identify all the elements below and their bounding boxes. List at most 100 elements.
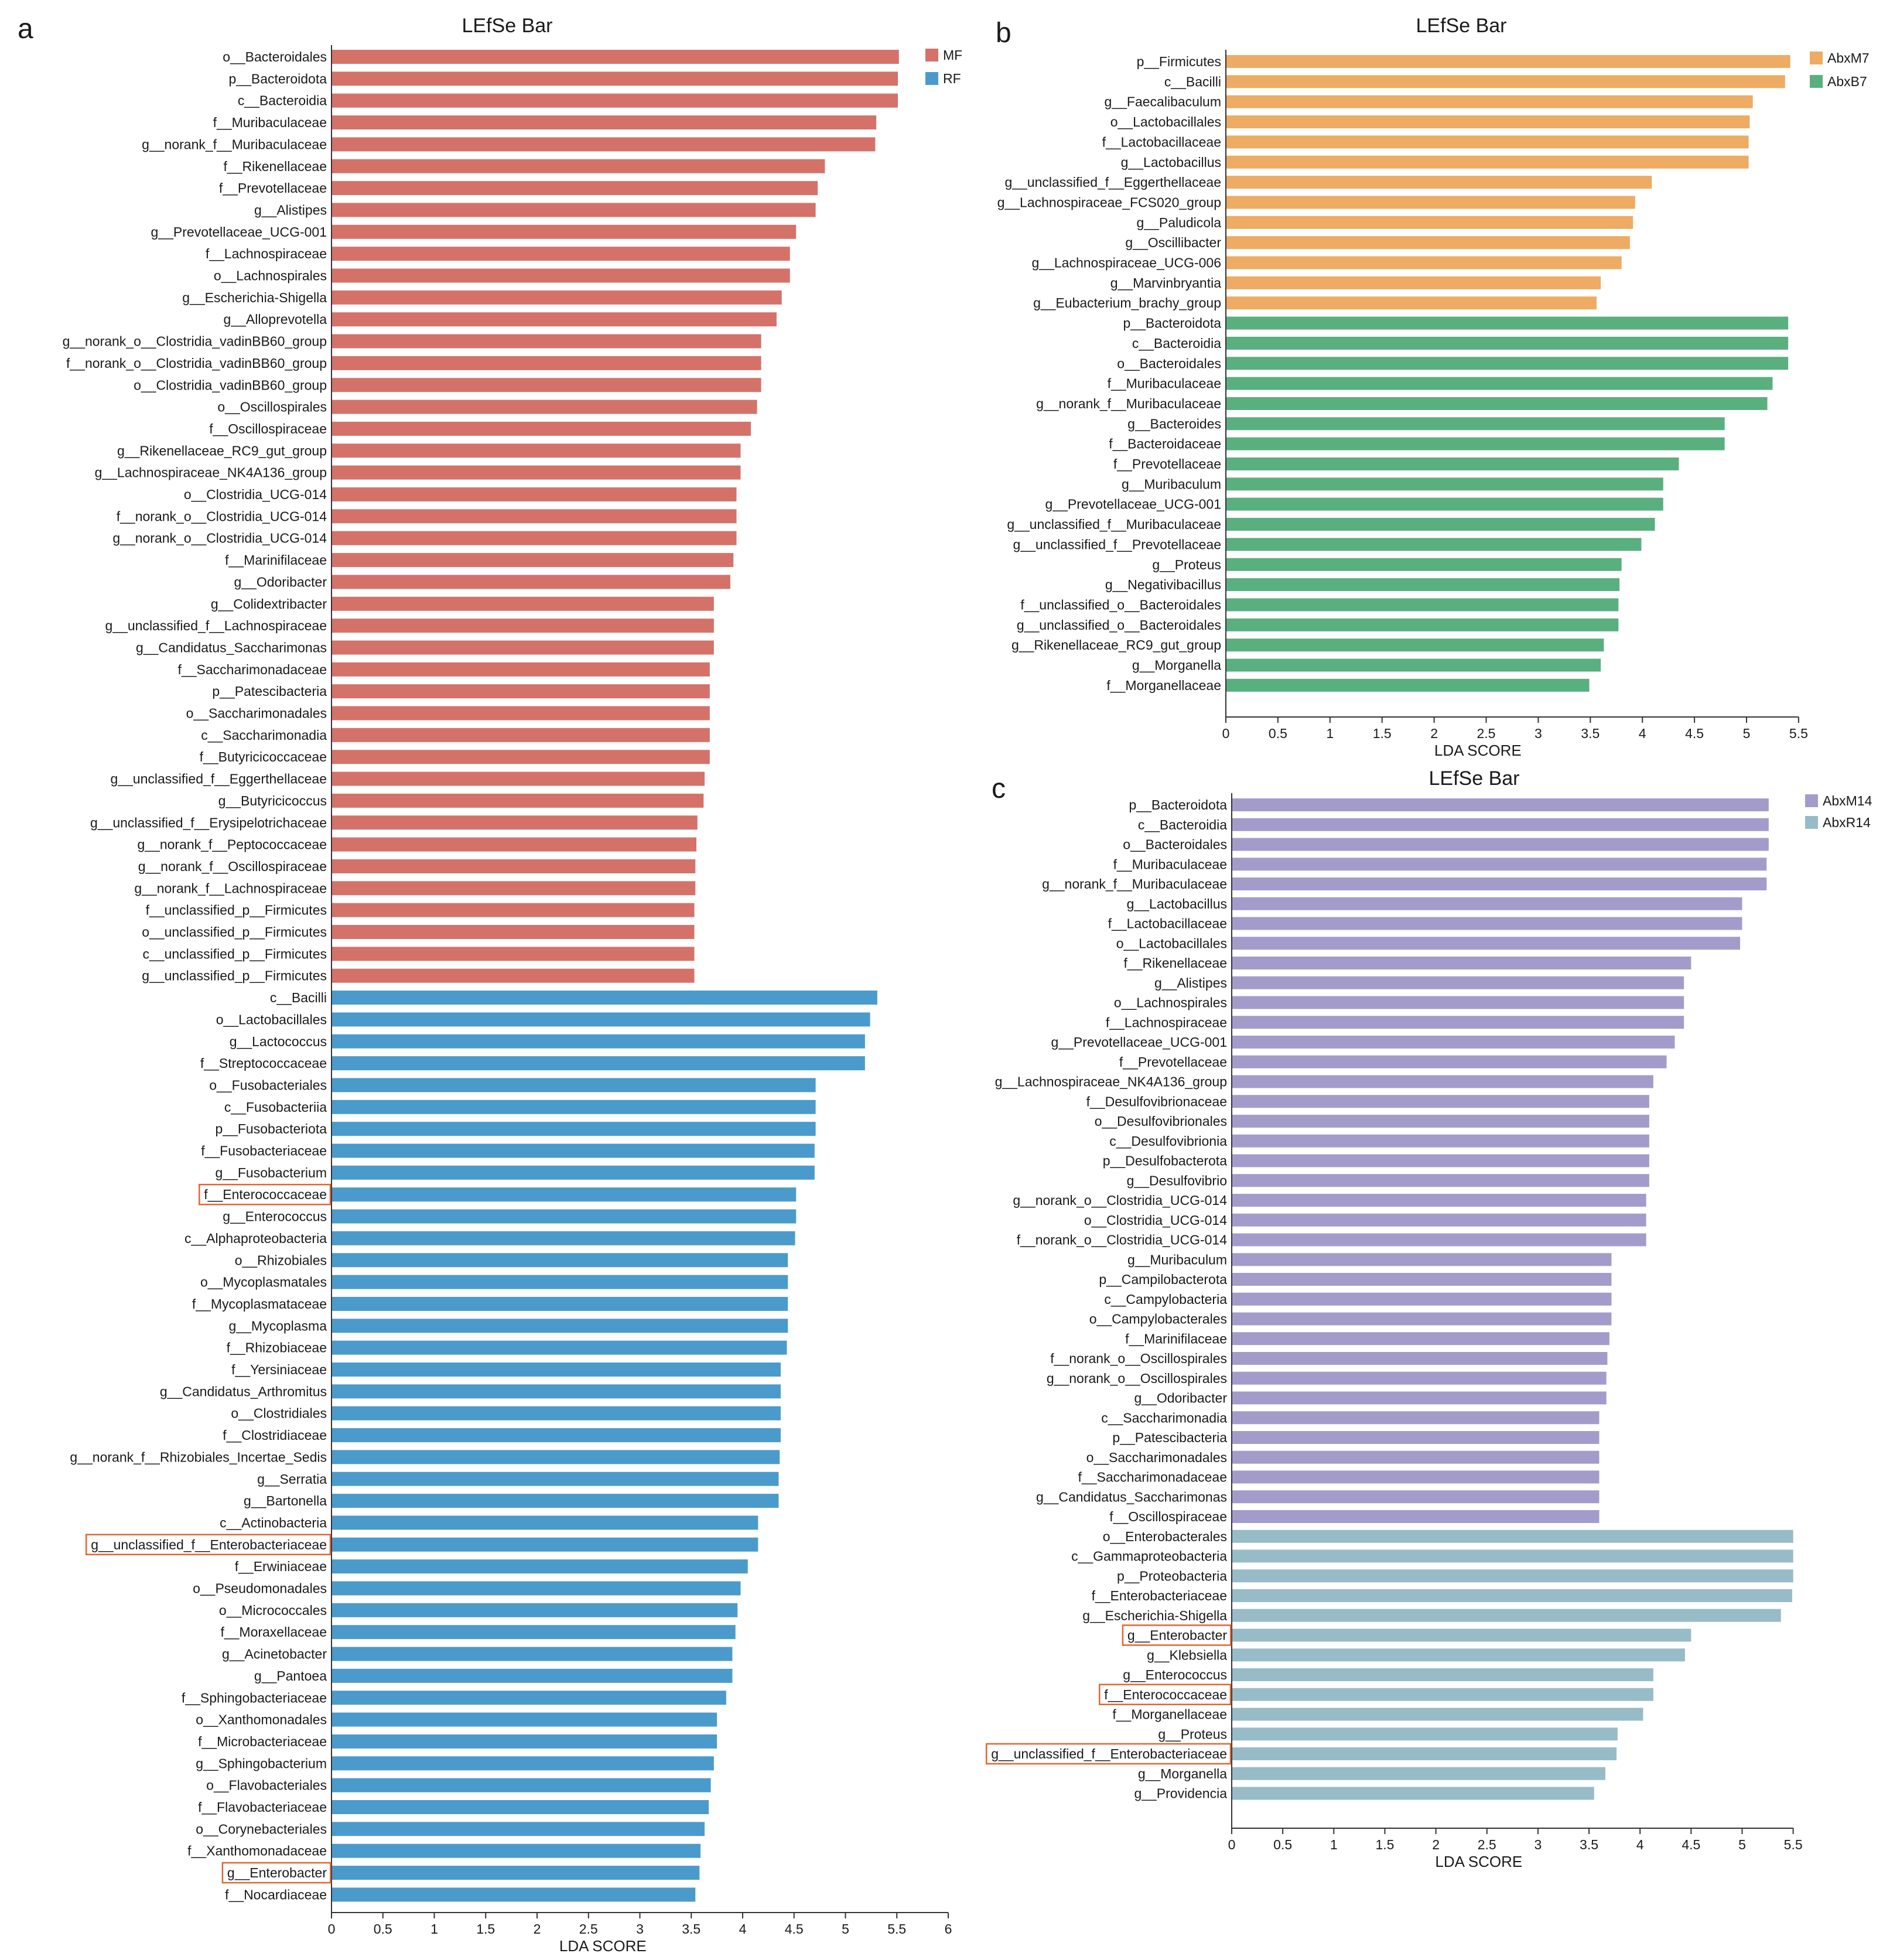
category-label: g__norank_o__Oscillospirales	[1047, 1371, 1227, 1386]
bar	[1232, 1668, 1653, 1681]
bar	[1226, 417, 1725, 431]
chart-title: LEfSe Bar	[462, 15, 553, 37]
category-label: o__Corynebacteriales	[196, 1821, 327, 1836]
category-label: g__Bacteroides	[1127, 416, 1221, 431]
bar	[1226, 658, 1601, 672]
x-tick-label: 1	[1326, 726, 1334, 741]
x-tick-label: 3.5	[682, 1921, 700, 1937]
legend-label: MF	[943, 47, 962, 63]
category-label: c__Actinobacteria	[220, 1515, 327, 1530]
category-label: f__Morganellaceae	[1106, 678, 1221, 693]
category-label: o__Bacteroidales	[1117, 356, 1221, 371]
category-label: g__Bartonella	[244, 1493, 327, 1508]
bar	[332, 968, 695, 983]
bar	[332, 1165, 815, 1180]
bar	[332, 509, 737, 524]
bar	[1226, 397, 1768, 410]
category-label: p__Campilobacterota	[1099, 1272, 1227, 1287]
category-label: o__Clostridia_UCG-014	[1084, 1213, 1227, 1228]
category-label: g__unclassified_f__Muribaculaceae	[1007, 517, 1221, 532]
category-label: o__Campylobacterales	[1089, 1312, 1227, 1327]
x-tick-label: 2	[1430, 726, 1438, 741]
legend-swatch	[1805, 794, 1818, 807]
category-label: g__Enterobacter	[227, 1865, 327, 1880]
category-label: g__Odoribacter	[234, 574, 327, 589]
bar	[332, 1406, 781, 1421]
bar	[332, 531, 737, 545]
bar	[1232, 818, 1769, 831]
bar	[332, 50, 899, 64]
category-label: c__Gammaproteobacteria	[1071, 1549, 1227, 1564]
x-axis-title: LDA SCORE	[1435, 1853, 1522, 1870]
bar	[1232, 1194, 1646, 1207]
category-label: g__Rikenellaceae_RC9_gut_group	[117, 443, 327, 458]
category-label: f__Muribaculaceae	[1113, 856, 1227, 872]
category-label: g__Lactobacillus	[1127, 896, 1227, 911]
category-label: o__Rhizobiales	[235, 1252, 327, 1268]
highlight-box	[199, 1183, 332, 1206]
category-label: g__Colidextribacter	[211, 596, 327, 612]
bar	[1232, 1549, 1793, 1563]
highlight-box	[1099, 1684, 1232, 1705]
bar	[332, 903, 695, 917]
category-label: c__Bacilli	[1164, 74, 1221, 89]
category-label: g__Prevotellaceae_UCG-001	[1045, 497, 1221, 512]
category-label: f__Oscillospiraceae	[209, 421, 327, 436]
bar	[332, 115, 877, 130]
bar	[332, 991, 877, 1005]
bar	[332, 334, 761, 349]
panel-c: c LEfSe Bar AbxM14 AbxR14 p__Bacteroidota c__…	[985, 767, 1872, 1870]
bar	[1232, 1134, 1649, 1148]
bar	[332, 312, 777, 327]
bar	[332, 815, 698, 830]
category-label: g__norank_f__Rhizobiales_Incertae_Sedis	[70, 1449, 327, 1464]
x-tick-label: 5	[1738, 1837, 1746, 1852]
bar	[332, 378, 761, 392]
x-tick-label: 5.5	[887, 1921, 906, 1937]
bar	[332, 1078, 816, 1092]
category-label: g__Alloprevotella	[224, 312, 327, 327]
bar	[1232, 1787, 1594, 1800]
category-label: g__Escherichia-Shigella	[1082, 1608, 1227, 1623]
legend-label: AbxM7	[1827, 50, 1870, 66]
category-label: o__Enterobacterales	[1103, 1529, 1227, 1544]
highlight-box	[985, 1743, 1232, 1765]
bar	[332, 1800, 709, 1814]
category-label: g__unclassified_f__Eggerthellaceae	[1004, 175, 1221, 190]
bar	[1232, 1450, 1600, 1464]
category-label: g__Providencia	[1134, 1786, 1227, 1801]
category-label: f__unclassified_o__Bacteroidales	[1020, 597, 1221, 612]
bar	[1232, 1767, 1605, 1780]
x-tick-label: 2	[1432, 1837, 1440, 1852]
category-label: g__norank_f__Lachnospiraceae	[134, 880, 327, 896]
category-label: g__norank_o__Clostridia_vadinBB60_group	[63, 334, 327, 349]
bar	[1232, 1470, 1600, 1484]
x-axis-title: LDA SCORE	[1434, 742, 1522, 759]
category-label: o__Flavobacteriales	[206, 1778, 327, 1793]
bar	[1232, 1352, 1608, 1365]
bar	[1232, 1292, 1612, 1306]
bar	[332, 1012, 870, 1027]
legend-swatch	[1810, 75, 1823, 88]
bar	[332, 640, 714, 655]
bar	[332, 224, 797, 239]
panel-letter: b	[996, 18, 1011, 49]
category-label: p__Patescibacteria	[1112, 1430, 1227, 1445]
category-label: f__Fusobacteriaceae	[201, 1143, 327, 1159]
category-label: f__unclassified_p__Firmicutes	[146, 903, 327, 918]
bar	[1226, 55, 1790, 68]
category-label: p__Firmicutes	[1137, 54, 1221, 69]
category-label: f__Rhizobiaceae	[227, 1340, 327, 1355]
x-tick-label: 5	[1743, 726, 1751, 741]
category-label: g__Serratia	[257, 1471, 327, 1487]
bar	[1232, 877, 1767, 890]
category-label: g__unclassified_f__Enterobacteriaceae	[991, 1746, 1227, 1761]
bar	[332, 1537, 758, 1552]
x-tick-label: 0.5	[1269, 726, 1287, 741]
bar	[332, 596, 714, 611]
category-label: c__Bacteroidia	[1138, 817, 1227, 832]
category-label: g__Proteus	[1158, 1726, 1227, 1742]
category-label: p__Patescibacteria	[212, 684, 327, 699]
category-label: g__Candidatus_Saccharimonas	[136, 640, 327, 655]
bar	[1232, 1213, 1646, 1227]
